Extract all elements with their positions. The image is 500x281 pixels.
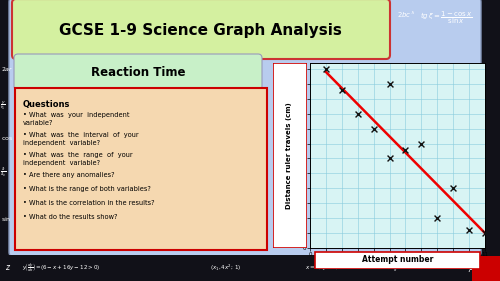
FancyBboxPatch shape (316, 252, 480, 269)
Point (465, 228, 473, 232)
Text: • What  was  your  independent
variable?: • What was your independent variable? (23, 112, 130, 126)
Point (449, 186, 457, 191)
Text: $d$: $d$ (392, 75, 398, 83)
FancyBboxPatch shape (15, 88, 267, 250)
Point (386, 156, 394, 161)
Text: Attempt number: Attempt number (362, 255, 433, 264)
Point (418, 141, 426, 146)
Text: $\sin$: $\sin$ (1, 215, 11, 223)
FancyBboxPatch shape (272, 63, 306, 248)
Point (338, 88, 346, 92)
Text: $\frac{3}{5}$: $\frac{3}{5}$ (392, 95, 397, 107)
Text: $y\!\left(\frac{dy}{dx}\right)\!=\!(6-x+16y-12>0)$: $y\!\left(\frac{dy}{dx}\right)\!=\!(6-x+… (22, 262, 101, 274)
Text: $A$: $A$ (468, 262, 475, 273)
Text: Distance ruler travels (cm): Distance ruler travels (cm) (286, 102, 292, 209)
Text: GCSE 1-9 Science Graph Analysis: GCSE 1-9 Science Graph Analysis (58, 22, 342, 37)
Text: $f-\frac{1}{x^2}=0;\,y(0)=1$: $f-\frac{1}{x^2}=0;\,y(0)=1$ (385, 262, 436, 274)
Text: $tg\,\xi = \dfrac{1-\cos x}{\sin x}$: $tg\,\xi = \dfrac{1-\cos x}{\sin x}$ (420, 10, 473, 26)
Text: $\cos$: $\cos$ (1, 135, 13, 142)
Text: • What  was  the  range  of  your
independent  variable?: • What was the range of your independent… (23, 152, 132, 166)
Bar (0, 255, 500, 281)
Point (434, 216, 442, 220)
Text: Reaction Time: Reaction Time (91, 67, 185, 80)
Point (370, 126, 378, 131)
Text: • What is the range of both variables?: • What is the range of both variables? (23, 186, 151, 192)
FancyBboxPatch shape (14, 54, 262, 90)
Point (402, 147, 409, 152)
Text: • What do the results show?: • What do the results show? (23, 214, 118, 220)
Text: • What is the correlation in the results?: • What is the correlation in the results… (23, 200, 154, 206)
FancyBboxPatch shape (12, 0, 390, 59)
FancyBboxPatch shape (9, 0, 481, 257)
Text: • What  was  the  interval  of  your
independent  variable?: • What was the interval of your independ… (23, 132, 138, 146)
Text: Questions: Questions (23, 100, 70, 109)
Point (386, 82, 394, 86)
Point (481, 231, 489, 235)
Text: $2ar$: $2ar$ (1, 65, 14, 73)
Text: $\frac{y}{t_1}$: $\frac{y}{t_1}$ (0, 100, 6, 112)
Text: $2bc^{\wedge}$: $2bc^{\wedge}$ (397, 10, 415, 20)
Text: $x=0,\,y=1,\,z=2$: $x=0,\,y=1,\,z=2$ (305, 264, 354, 273)
Text: $\sin x$: $\sin x$ (390, 200, 406, 208)
Text: $\frac{\partial}{\partial_x}$: $\frac{\partial}{\partial_x}$ (0, 165, 6, 179)
Point (322, 67, 330, 71)
Text: $(x_1,4x^2;\,1)$: $(x_1,4x^2;\,1)$ (210, 263, 242, 273)
Point (354, 112, 362, 116)
Text: $z$: $z$ (5, 264, 11, 273)
Text: • Are there any anomalies?: • Are there any anomalies? (23, 172, 114, 178)
Bar (472, 256, 500, 281)
